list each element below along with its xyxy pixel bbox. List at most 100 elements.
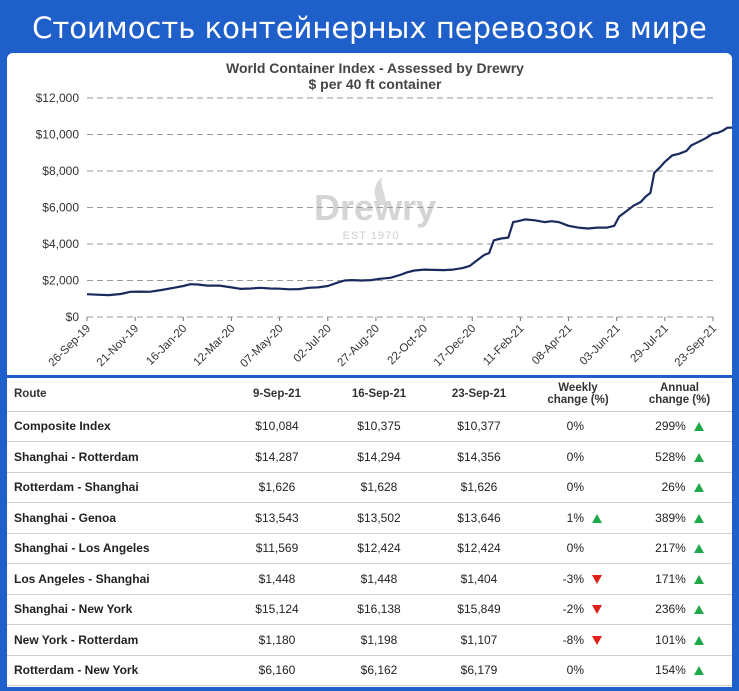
rates-table-panel: Route 9-Sep-21 16-Sep-21 23-Sep-21 Weekl… xyxy=(7,378,732,687)
weekly-change-value: 0% xyxy=(566,480,584,495)
rate-date-3: $12,424 xyxy=(429,533,529,564)
table-row: Los Angeles - Shanghai $1,448 $1,448 $1,404… xyxy=(7,563,732,595)
chart-grid xyxy=(87,97,713,318)
weekly-change: -2% xyxy=(529,594,627,625)
header-date-1: 9-Sep-21 xyxy=(225,378,329,412)
rate-date-2: $10,375 xyxy=(329,411,429,442)
rate-date-2: $13,502 xyxy=(329,502,429,534)
route-name: Composite Index xyxy=(7,411,225,442)
x-tick-label: 27-Aug-20 xyxy=(336,323,382,369)
weekly-change: 0% xyxy=(529,655,627,686)
x-tick-label: 26-Sep-19 xyxy=(47,323,93,369)
y-axis: $0 $2,000 $4,000 $6,000 $8,000 $10,000 $12,000 xyxy=(36,91,80,324)
x-tick-label: 29-Jul-21 xyxy=(629,323,671,365)
y-tick-label: $6,000 xyxy=(42,201,79,215)
down-arrow-icon xyxy=(592,605,602,615)
header-weekly-line1: Weekly xyxy=(558,382,598,395)
weekly-change: 1% xyxy=(529,502,627,534)
x-tick-label: 08-Apr-21 xyxy=(530,323,575,368)
weekly-change: 0% xyxy=(529,411,627,442)
header-date-3: 23-Sep-21 xyxy=(429,378,529,412)
route-name: Shanghai - Los Angeles xyxy=(7,533,225,564)
rate-date-1: $1,448 xyxy=(225,563,329,595)
table-row: Rotterdam - Shanghai $1,626 $1,628 $1,626 0%… xyxy=(7,472,732,503)
weekly-change: 0% xyxy=(529,533,627,564)
x-axis: 26-Sep-19 21-Nov-19 16-Jan-20 12-Mar-20 07-M… xyxy=(47,317,719,370)
route-name: Shanghai - Rotterdam xyxy=(7,441,225,473)
up-arrow-icon xyxy=(693,544,704,554)
rate-date-1: $1,180 xyxy=(225,624,329,656)
rate-date-2: $1,628 xyxy=(329,472,429,503)
weekly-change: -3% xyxy=(529,563,627,595)
annual-change-value: 299% xyxy=(655,419,686,434)
rate-date-2: $1,448 xyxy=(329,563,429,595)
chart-subtitle: $ per 40 ft container xyxy=(308,76,442,92)
watermark-est: EST 1970 xyxy=(343,230,400,242)
table-row: Shanghai - New York $15,124 $16,138 $15,849… xyxy=(7,594,732,625)
up-arrow-icon xyxy=(592,513,602,523)
y-tick-label: $12,000 xyxy=(36,91,80,105)
watermark-name: Drewry xyxy=(314,187,436,228)
table-row: Composite Index $10,084 $10,375 $10,377 0% 29… xyxy=(7,411,732,442)
weekly-change-value: -8% xyxy=(562,632,584,647)
up-arrow-icon xyxy=(693,483,704,493)
series-line xyxy=(86,126,732,297)
rate-date-2: $16,138 xyxy=(329,594,429,625)
up-arrow-icon xyxy=(693,605,704,615)
header-date-2: 16-Sep-21 xyxy=(329,378,429,412)
annual-change: 26% xyxy=(627,472,732,503)
rate-date-3: $1,626 xyxy=(429,472,529,503)
route-name: Shanghai - Genoa xyxy=(7,502,225,534)
x-tick-label: 07-May-20 xyxy=(238,323,285,370)
route-name: Los Angeles - Shanghai xyxy=(7,563,225,595)
rate-date-1: $10,084 xyxy=(225,411,329,442)
weekly-change-value: -2% xyxy=(562,602,584,617)
annual-change-value: 154% xyxy=(655,663,686,678)
rate-date-2: $6,162 xyxy=(329,655,429,686)
rate-date-3: $14,356 xyxy=(429,441,529,473)
series-group xyxy=(86,126,732,297)
weekly-change-value: 0% xyxy=(566,663,584,678)
up-arrow-icon xyxy=(693,452,704,462)
annual-change-value: 236% xyxy=(655,602,686,617)
annual-change-value: 528% xyxy=(655,449,686,464)
weekly-change-value: 0% xyxy=(566,449,584,464)
rate-date-1: $1,626 xyxy=(225,472,329,503)
table-row: Shanghai - Los Angeles $11,569 $12,424 $12,… xyxy=(7,533,732,564)
rate-date-3: $13,646 xyxy=(429,502,529,534)
annual-change: 236% xyxy=(627,594,732,625)
down-arrow-icon xyxy=(592,635,602,645)
rate-date-1: $6,160 xyxy=(225,655,329,686)
weekly-change: -8% xyxy=(529,624,627,656)
watermark-flame xyxy=(374,177,386,205)
annual-change: 171% xyxy=(627,563,732,595)
x-tick-label: 23-Sep-21 xyxy=(673,323,719,369)
down-arrow-icon xyxy=(592,574,602,584)
annual-change: 299% xyxy=(627,411,732,442)
x-tick-label: 17-Dec-20 xyxy=(432,323,478,369)
weekly-change-value: 0% xyxy=(566,419,584,434)
route-name: Rotterdam - Shanghai xyxy=(7,472,225,503)
up-arrow-icon xyxy=(693,635,704,645)
rate-date-2: $12,424 xyxy=(329,533,429,564)
x-tick-label: 16-Jan-20 xyxy=(144,323,189,368)
header-annual-line1: Annual xyxy=(660,382,699,395)
y-tick-label: $0 xyxy=(66,310,80,324)
up-arrow-icon xyxy=(693,666,704,676)
rate-date-2: $1,198 xyxy=(329,624,429,656)
rate-date-1: $14,287 xyxy=(225,441,329,473)
table-row: Rotterdam - New York $6,160 $6,162 $6,179 0%… xyxy=(7,655,732,686)
rate-date-3: $6,179 xyxy=(429,655,529,686)
y-tick-label: $8,000 xyxy=(42,164,79,178)
rate-date-1: $15,124 xyxy=(225,594,329,625)
annual-change: 389% xyxy=(627,502,732,534)
rate-date-3: $1,107 xyxy=(429,624,529,656)
up-arrow-icon xyxy=(693,513,704,523)
header-annual-change: Annual change (%) xyxy=(627,378,732,412)
annual-change-value: 101% xyxy=(655,632,686,647)
rate-date-1: $13,543 xyxy=(225,502,329,534)
x-tick-label: 12-Mar-20 xyxy=(192,323,238,369)
up-arrow-icon xyxy=(693,574,704,584)
x-tick-label: 11-Feb-21 xyxy=(481,323,526,368)
rate-date-3: $10,377 xyxy=(429,411,529,442)
